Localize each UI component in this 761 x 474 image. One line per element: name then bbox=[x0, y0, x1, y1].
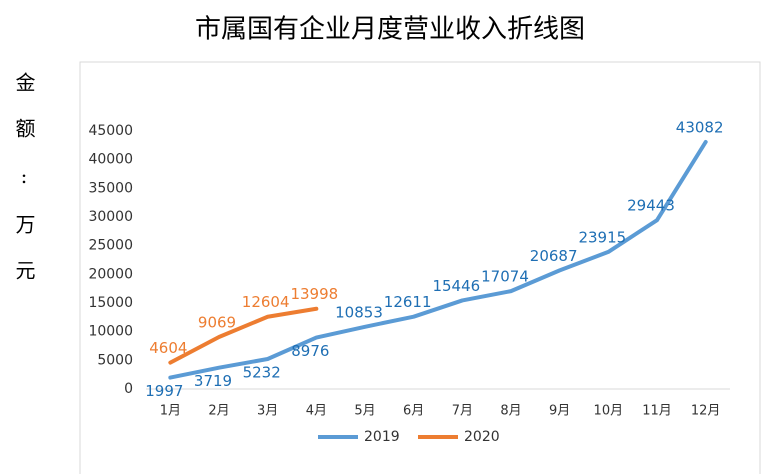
data-label: 9069 bbox=[198, 314, 236, 332]
chart-title: 市属国有企业月度营业收入折线图 bbox=[195, 15, 585, 45]
data-label: 43082 bbox=[676, 118, 724, 136]
y-tick-label: 25000 bbox=[88, 238, 133, 254]
y-tick-label: 35000 bbox=[88, 180, 133, 196]
series-line bbox=[168, 306, 319, 365]
data-label: 12604 bbox=[242, 293, 290, 311]
x-tick-label: 8月 bbox=[500, 404, 521, 419]
x-tick-label: 12月 bbox=[691, 404, 721, 419]
x-tick-label: 3月 bbox=[257, 404, 278, 419]
y-tick-label: 45000 bbox=[88, 123, 133, 139]
data-label: 17074 bbox=[481, 268, 529, 286]
y-tick-label: 15000 bbox=[88, 295, 133, 311]
chart-frame bbox=[79, 61, 761, 474]
data-label: 10853 bbox=[335, 303, 383, 321]
x-tick-label: 6月 bbox=[403, 404, 424, 419]
y-tick-label: 5000 bbox=[97, 352, 133, 368]
legend-label: 2020 bbox=[464, 429, 500, 445]
x-tick-label: 10月 bbox=[594, 404, 624, 419]
data-label: 29443 bbox=[627, 197, 675, 215]
data-label: 15446 bbox=[432, 277, 480, 295]
y-tick-label: 40000 bbox=[88, 152, 133, 168]
x-tick-label: 9月 bbox=[549, 404, 570, 419]
x-tick-label: 2月 bbox=[208, 404, 229, 419]
x-tick-label: 4月 bbox=[306, 404, 327, 419]
x-tick-label: 1月 bbox=[160, 404, 181, 419]
legend-label: 2019 bbox=[364, 429, 400, 445]
x-tick-label: 7月 bbox=[452, 404, 473, 419]
data-label: 3719 bbox=[194, 372, 232, 390]
data-label: 12611 bbox=[384, 293, 432, 311]
x-tick-label: 5月 bbox=[354, 404, 375, 419]
series-line bbox=[168, 139, 708, 380]
y-tick-label: 30000 bbox=[88, 209, 133, 225]
data-label: 23915 bbox=[578, 228, 626, 246]
data-label: 8976 bbox=[291, 342, 329, 360]
data-label: 20687 bbox=[530, 247, 578, 265]
y-tick-label: 10000 bbox=[88, 324, 133, 340]
data-label: 4604 bbox=[149, 339, 187, 357]
data-label: 13998 bbox=[290, 285, 338, 303]
y-tick-label: 20000 bbox=[88, 266, 133, 282]
x-tick-label: 11月 bbox=[642, 404, 672, 419]
data-label: 1997 bbox=[145, 382, 183, 400]
y-axis-label: 金额:万元 bbox=[12, 72, 36, 306]
data-label: 5232 bbox=[243, 364, 281, 382]
y-tick-label: 0 bbox=[124, 381, 133, 397]
